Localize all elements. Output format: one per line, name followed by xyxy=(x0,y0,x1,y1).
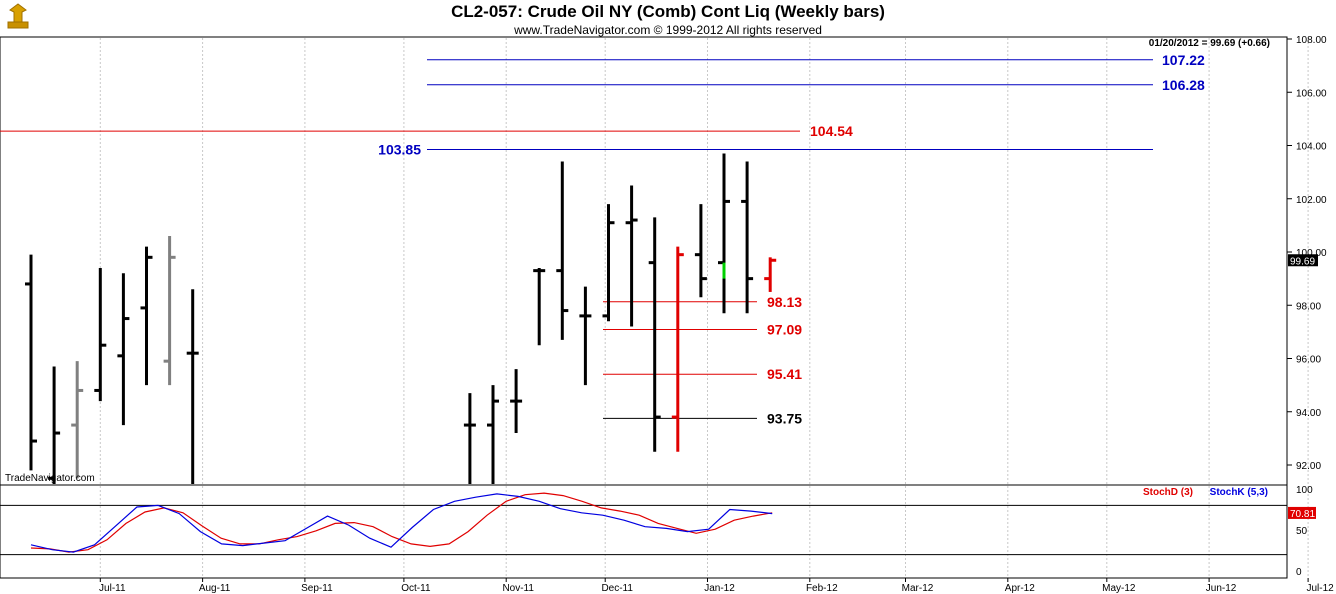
ohlc-bars xyxy=(25,153,777,484)
axes: Jul-11 Aug-11 Sep-11 Oct-11 Nov-11 Dec-11 Jan-… xyxy=(99,35,1334,594)
stochastic-tick-label: 0 xyxy=(1296,567,1302,578)
month-label: May-12 xyxy=(1102,583,1136,594)
month-label: Aug-11 xyxy=(199,583,231,594)
last-price-tag xyxy=(1288,254,1318,267)
ohlc-bar xyxy=(741,161,754,314)
level-106-28-label: 106.28 xyxy=(1162,77,1205,93)
ohlc-bar xyxy=(25,254,37,471)
ohlc-bar xyxy=(140,246,153,386)
copyright-line: www.TradeNavigator.com © 1999-2012 All r… xyxy=(513,23,822,37)
stoch-k-line xyxy=(30,493,773,553)
level-93-75-label: 93.75 xyxy=(767,410,802,426)
price-tick-label: 108.00 xyxy=(1296,35,1327,46)
ohlc-bar xyxy=(510,369,523,434)
ohlc-bar xyxy=(487,385,499,484)
month-label: Jul-12 xyxy=(1306,583,1334,594)
level-98-13-label: 98.13 xyxy=(767,294,802,310)
chart-title: CL2-057: Crude Oil NY (Comb) Cont Liq (W… xyxy=(451,2,885,21)
month-label: Oct-11 xyxy=(401,583,431,594)
watermark-label: TradeNavigator.com xyxy=(5,473,95,484)
stochastic-tick-label: 50 xyxy=(1296,526,1308,537)
price-tick-label: 106.00 xyxy=(1296,88,1327,99)
ohlc-bar xyxy=(463,393,476,484)
month-label: Sep-11 xyxy=(301,583,333,594)
price-tick-label: 104.00 xyxy=(1296,142,1327,153)
price-tick-label: 102.00 xyxy=(1296,195,1327,206)
month-label: Jun-12 xyxy=(1206,583,1237,594)
price-tick-label: 100.00 xyxy=(1296,248,1327,259)
month-label: Mar-12 xyxy=(902,583,934,594)
ohlc-bar xyxy=(533,267,546,346)
stochastic-value-tag-label: 70.81 xyxy=(1290,509,1315,520)
ohlc-bar xyxy=(625,185,638,327)
ohlc-bar xyxy=(694,204,707,298)
ohlc-bar xyxy=(48,366,61,484)
price-levels: 107.22 106.28 104.54 103.85 98.13 97.09 95.41 9… xyxy=(0,52,1205,426)
price-panel xyxy=(0,36,1288,486)
stochastic-tick-label: 100 xyxy=(1296,485,1313,496)
month-label: Apr-12 xyxy=(1005,583,1035,594)
month-label: Jan-12 xyxy=(704,583,735,594)
last-price-tag-label: 99.69 xyxy=(1290,256,1315,267)
ohlc-bar xyxy=(186,289,199,484)
ohlc-bar xyxy=(556,161,569,340)
level-104-54-label: 104.54 xyxy=(810,123,853,139)
level-95-41-label: 95.41 xyxy=(767,366,802,382)
month-label: Nov-11 xyxy=(502,583,534,594)
ohlc-bar xyxy=(163,236,176,386)
ohlc-bar xyxy=(94,267,107,402)
level-107-22-label: 107.22 xyxy=(1162,52,1205,68)
price-tick-label: 96.00 xyxy=(1296,355,1321,366)
last-quote-label: 01/20/2012 = 99.69 (+0.66) xyxy=(1149,38,1270,49)
stoch-d-line xyxy=(30,492,773,553)
level-103-85-label: 103.85 xyxy=(378,141,421,157)
stochastic-lines: StochD (3) StochK (5,3) xyxy=(0,487,1287,556)
ohlc-bar xyxy=(648,217,661,452)
ohlc-bar xyxy=(671,246,684,452)
month-label: Jul-11 xyxy=(99,583,126,594)
ohlc-bar xyxy=(602,204,615,322)
price-tick-label: 92.00 xyxy=(1296,461,1321,472)
ohlc-bar xyxy=(579,286,592,386)
stoch-d-legend: StochD (3) xyxy=(1143,487,1193,498)
stoch-k-legend: StochK (5,3) xyxy=(1210,487,1268,498)
month-label: Dec-11 xyxy=(601,583,633,594)
level-97-09-label: 97.09 xyxy=(767,321,802,337)
ohlc-bar xyxy=(71,361,84,479)
month-label: Feb-12 xyxy=(806,583,838,594)
price-tick-label: 98.00 xyxy=(1296,301,1321,312)
stochastic-value-tag xyxy=(1288,506,1316,519)
ohlc-bar xyxy=(117,273,130,426)
ohlc-bar xyxy=(764,257,777,292)
stochastic-panel xyxy=(0,484,1288,579)
price-tick-label: 94.00 xyxy=(1296,408,1321,419)
trophy-logo-icon xyxy=(4,2,36,32)
